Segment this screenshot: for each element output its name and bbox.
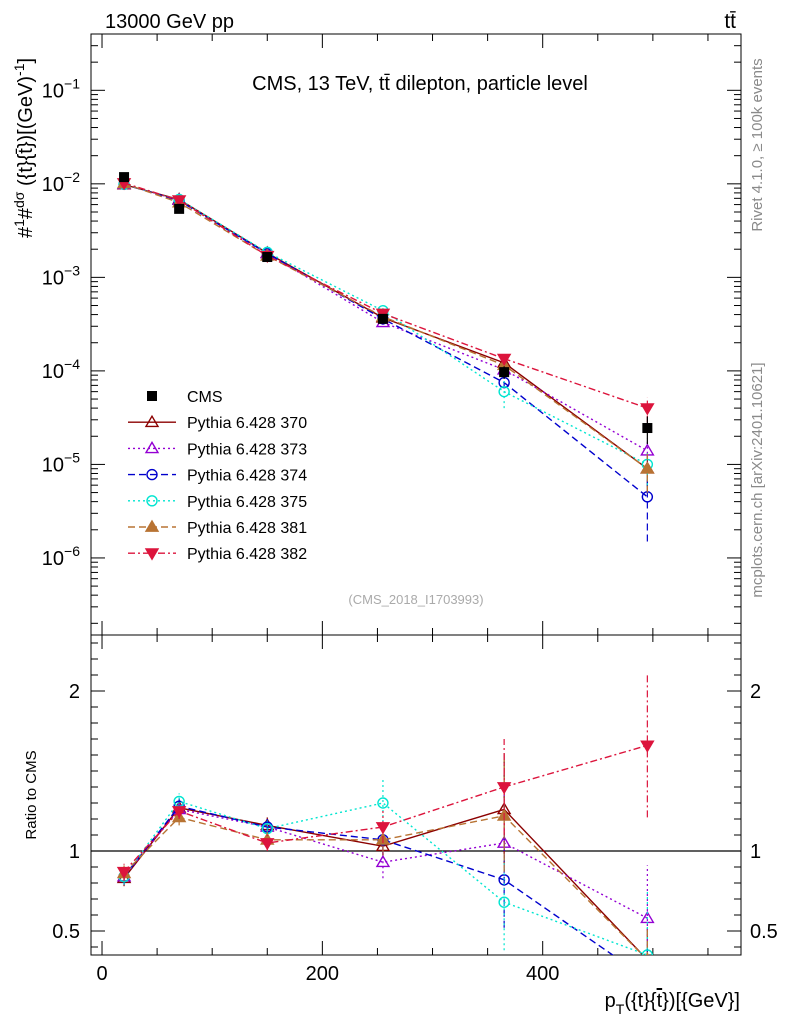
chart-title: CMS, 13 TeV, tt̄ dilepton, particle leve… <box>252 73 588 95</box>
ratio-point <box>377 797 389 809</box>
analysis-watermark: (CMS_2018_I1703993) <box>348 592 483 607</box>
legend-marker <box>144 548 160 561</box>
main-y-tick-label: 10−3 <box>42 262 80 289</box>
ratio-y-tick-label-right: 0.5 <box>750 921 778 943</box>
series-line <box>123 182 648 470</box>
legend-label: Pythia 6.428 382 <box>187 546 307 563</box>
legend-label: Pythia 6.428 381 <box>187 520 307 537</box>
main-y-tick-label: 10−1 <box>42 75 80 102</box>
ratio-series-pythia-6.428-375 <box>118 779 654 955</box>
ratio-line <box>123 800 648 955</box>
ratio-panel-frame <box>90 634 742 956</box>
legend-marker <box>144 414 160 428</box>
x-tick-label: 0 <box>96 963 107 985</box>
data-point <box>496 353 512 367</box>
ratio-line <box>123 744 648 873</box>
svg-text:#1#dσ ({t}{t̄})[(GeV)-1]: #1#dσ ({t}{t̄})[(GeV)-1] <box>11 58 37 238</box>
ratio-y-axis-label: Ratio to CMS <box>23 750 40 839</box>
ratio-point <box>642 974 652 984</box>
legend-label: Pythia 6.428 373 <box>187 441 307 458</box>
ratio-y-tick-label: 1 <box>69 841 80 863</box>
ratio-series-pythia-6.428-381 <box>116 759 649 955</box>
main-y-tick-label: 10−6 <box>42 543 80 570</box>
series-line <box>123 182 648 409</box>
legend-label: Pythia 6.428 375 <box>187 494 307 511</box>
legend: CMS Pythia 6.428 370 Pythia 6.428 373 Pythi… <box>128 389 307 563</box>
data-point <box>642 423 653 434</box>
main-y-tick-label: 10−5 <box>42 449 80 476</box>
legend-label: Pythia 6.428 374 <box>187 468 307 485</box>
ratio-axis-ticks: 0.5 0.5 1 1 2 2 0 200 400 <box>52 635 778 985</box>
beam-label: 13000 GeV pp <box>105 11 234 33</box>
x-tick-label: 200 <box>306 963 339 985</box>
series-pythia-6.428-374 <box>118 178 654 542</box>
ratio-point <box>640 740 655 753</box>
series-line <box>123 183 648 466</box>
main-panel-frame <box>90 33 742 636</box>
ratio-series-pythia-6.428-382 <box>116 673 655 880</box>
data-point <box>119 172 130 183</box>
ratio-point <box>645 952 649 955</box>
series-pythia-6.428-382 <box>116 178 655 423</box>
rivet-version-label: Rivet 4.1.0, ≥ 100k events <box>749 58 766 231</box>
ratio-series-pythia-6.428-370 <box>116 753 649 955</box>
ratio-point <box>116 866 132 880</box>
legend-label: Pythia 6.428 370 <box>187 415 307 432</box>
x-tick-label: 400 <box>526 963 559 985</box>
ratio-point <box>375 854 391 868</box>
data-point <box>640 403 655 416</box>
ratio-point <box>375 822 391 835</box>
ratio-point <box>498 896 510 908</box>
ratio-plot-area <box>91 673 741 984</box>
ratio-line <box>123 807 644 955</box>
ratio-line <box>123 805 614 955</box>
series-cms-data <box>119 172 653 445</box>
process-label: tt̄ <box>724 10 736 33</box>
ratio-series-pythia-6.428-374 <box>118 798 652 984</box>
ratio-series-pythia-6.428-373 <box>116 795 655 955</box>
data-point <box>171 195 187 208</box>
legend-marker <box>144 441 160 454</box>
main-axis-ticks: 10−6 10−5 10−4 10−3 10−2 10−1 <box>42 33 741 635</box>
data-point <box>640 461 655 474</box>
main-y-axis-label: #1#dσ ({t}{t̄})[(GeV)-1] <box>11 58 37 238</box>
data-point <box>377 313 388 324</box>
legend-marker <box>146 468 158 481</box>
main-plot-area <box>116 172 655 542</box>
ratio-point <box>260 838 275 851</box>
series-pythia-6.428-375 <box>118 178 654 486</box>
data-point <box>174 203 185 214</box>
x-axis-label: pT({t}{t})[{GeV}] <box>605 990 740 1017</box>
ratio-point <box>496 782 512 795</box>
data-point <box>262 252 273 263</box>
source-label: mcplots.cern.ch [arXiv:2401.10621] <box>749 362 766 597</box>
svg-text:pT({t}{t})[{GeV}]: pT({t}{t})[{GeV}] <box>605 990 740 1017</box>
main-y-tick-label: 10−4 <box>42 356 80 383</box>
data-point <box>499 367 510 378</box>
ratio-y-tick-label: 2 <box>69 681 80 703</box>
ratio-y-tick-label: 0.5 <box>52 921 80 943</box>
ratio-y-tick-label-right: 2 <box>750 681 761 703</box>
ratio-point <box>641 949 654 955</box>
legend-marker <box>147 391 157 401</box>
data-point <box>498 385 510 398</box>
legend-marker <box>144 519 160 532</box>
ratio-point <box>171 806 187 819</box>
ratio-line <box>123 815 644 955</box>
main-y-tick-label: 10−2 <box>42 169 80 196</box>
ratio-y-tick-label-right: 1 <box>750 841 761 863</box>
legend-marker <box>146 495 158 507</box>
legend-label: CMS <box>187 389 223 406</box>
